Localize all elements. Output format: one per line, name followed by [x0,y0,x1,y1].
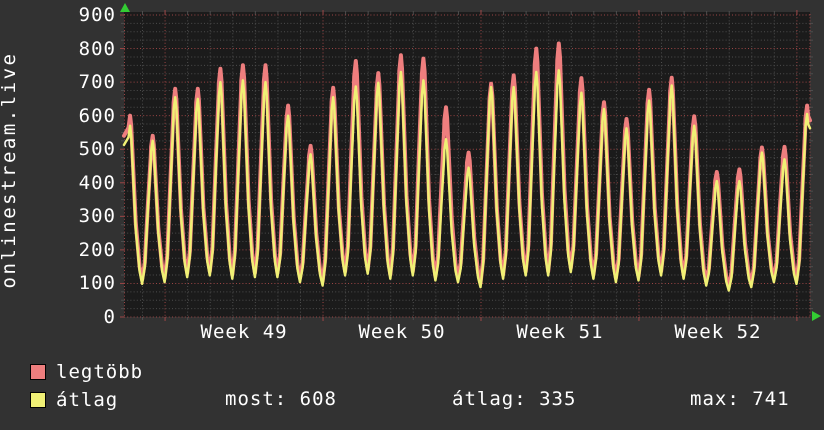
stat-most: most: 608 [225,388,337,410]
y-tick-label: 300 [78,205,116,228]
x-tick-label: Week 49 [200,321,288,343]
legend-label: legtöbb [56,361,144,383]
y-axis-arrow-icon [120,3,130,12]
x-axis-arrow-icon [812,311,821,321]
y-tick-label: 600 [78,104,116,127]
series-line-atlag [122,69,812,292]
y-tick-label: 500 [78,138,116,161]
y-tick-label: 400 [78,171,116,194]
y-tick-label: 900 [78,4,116,26]
legend-label: átlag [56,389,119,411]
x-tick-label: Week 51 [516,321,604,343]
legend-swatch [30,392,46,408]
legend-item-legtobb: legtöbb [30,362,143,382]
y-tick-label: 700 [78,71,116,94]
y-tick-label: 100 [78,272,116,295]
stat-max: max: 741 [690,388,790,410]
x-tick-label: Week 52 [674,321,762,343]
y-tick-label: 800 [78,37,116,60]
y-tick-label: 200 [78,238,116,261]
stat-atlag: átlag: 335 [452,388,577,410]
x-tick-label: Week 50 [358,321,446,343]
legend-swatch [30,364,46,380]
legend-item-atlag: átlag [30,390,118,410]
y-tick-label: 0 [103,306,116,328]
